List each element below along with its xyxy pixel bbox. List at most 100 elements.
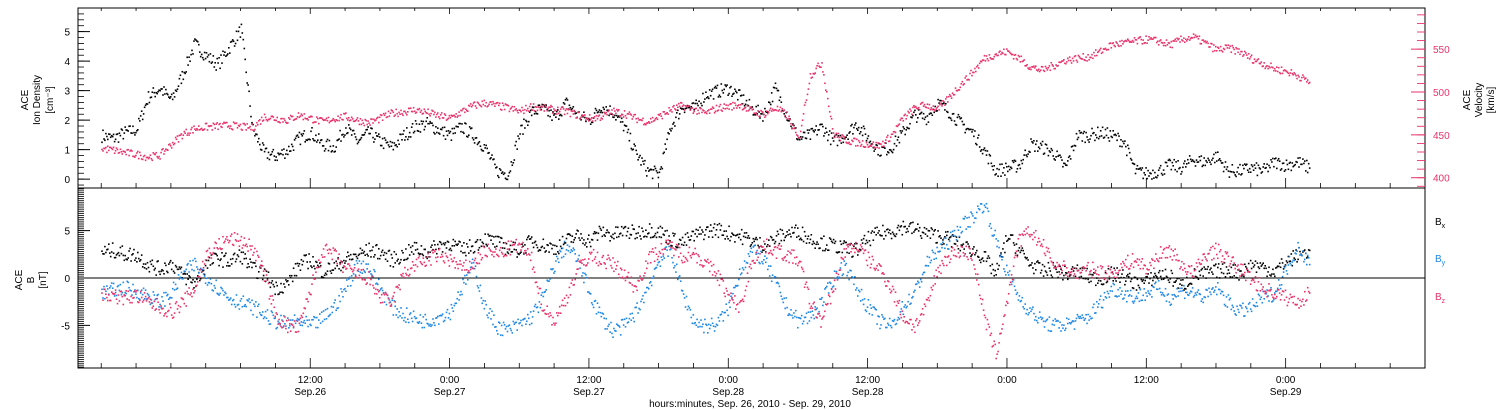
- data-point: [942, 239, 944, 241]
- data-point: [268, 281, 271, 284]
- data-point: [859, 145, 862, 147]
- data-point: [171, 141, 174, 144]
- data-point: [1241, 173, 1243, 175]
- data-point: [1158, 167, 1161, 169]
- data-point: [1237, 269, 1239, 271]
- data-point: [258, 137, 260, 140]
- data-point: [295, 274, 298, 277]
- data-point: [544, 103, 546, 106]
- data-point: [109, 285, 112, 287]
- data-point: [275, 327, 277, 330]
- data-point: [138, 257, 140, 260]
- data-point: [624, 225, 627, 228]
- data-point: [376, 117, 378, 120]
- data-point: [618, 116, 621, 118]
- data-point: [105, 132, 107, 135]
- data-point: [894, 135, 897, 138]
- data-point: [571, 235, 574, 237]
- data-point: [1241, 275, 1243, 277]
- data-point: [809, 138, 812, 140]
- data-point: [947, 248, 950, 250]
- data-point: [143, 298, 146, 300]
- data-point: [1012, 279, 1015, 281]
- data-point: [1178, 277, 1180, 280]
- data-point: [673, 267, 675, 269]
- data-point: [1078, 56, 1081, 58]
- data-point: [792, 232, 794, 234]
- data-point: [605, 106, 607, 108]
- data-point: [588, 234, 590, 236]
- data-point: [469, 266, 472, 269]
- data-point: [770, 110, 773, 112]
- data-point: [398, 143, 400, 145]
- data-point: [912, 221, 914, 224]
- data-point: [989, 265, 992, 267]
- data-point: [799, 317, 802, 320]
- data-point: [139, 120, 141, 122]
- data-point: [643, 301, 645, 304]
- data-point: [1106, 127, 1109, 129]
- data-point: [637, 117, 639, 120]
- data-point: [184, 72, 186, 75]
- data-point: [865, 310, 868, 313]
- data-point: [141, 293, 144, 296]
- data-point: [382, 147, 385, 150]
- data-point: [520, 110, 522, 113]
- data-point: [998, 168, 1000, 171]
- data-point: [373, 141, 375, 143]
- data-point: [955, 124, 958, 126]
- data-point: [301, 324, 304, 327]
- data-point: [963, 248, 965, 250]
- y-tick-label: 0: [64, 175, 70, 186]
- data-point: [784, 115, 786, 118]
- data-point: [215, 123, 217, 125]
- data-point: [917, 281, 920, 284]
- data-point: [855, 247, 857, 249]
- data-point: [1173, 281, 1175, 283]
- data-point: [727, 238, 729, 240]
- data-point: [390, 145, 393, 147]
- data-point: [150, 157, 153, 160]
- data-point: [973, 71, 975, 74]
- data-point: [102, 253, 104, 255]
- data-point: [111, 242, 114, 244]
- data-point: [1145, 276, 1147, 278]
- data-point: [646, 235, 648, 238]
- data-point: [209, 125, 212, 127]
- data-point: [267, 320, 270, 322]
- data-point: [838, 251, 841, 253]
- data-point: [543, 247, 546, 249]
- data-point: [443, 244, 446, 246]
- data-point: [933, 108, 935, 111]
- data-point: [1209, 46, 1211, 48]
- data-point: [304, 117, 306, 120]
- data-point: [1204, 296, 1206, 299]
- data-point: [1124, 294, 1126, 296]
- data-point: [986, 257, 989, 260]
- data-point: [1178, 290, 1180, 293]
- data-point: [547, 107, 549, 110]
- data-point: [1204, 164, 1206, 167]
- data-point: [286, 149, 288, 152]
- data-point: [930, 259, 933, 262]
- data-point: [495, 167, 497, 169]
- data-point: [445, 311, 448, 314]
- data-point: [675, 109, 677, 111]
- data-point: [378, 278, 380, 281]
- data-point: [835, 132, 838, 135]
- data-point: [1079, 267, 1082, 270]
- data-point: [173, 289, 176, 291]
- data-point: [279, 121, 281, 124]
- data-point: [218, 294, 220, 296]
- data-point: [611, 113, 613, 115]
- data-point: [638, 307, 640, 310]
- data-point: [1210, 267, 1212, 269]
- data-point: [935, 257, 937, 260]
- data-point: [1099, 47, 1102, 50]
- data-point: [329, 145, 332, 148]
- data-point: [172, 143, 175, 146]
- data-point: [273, 317, 276, 320]
- data-point: [757, 252, 759, 255]
- data-point: [791, 314, 793, 317]
- data-point: [282, 326, 284, 328]
